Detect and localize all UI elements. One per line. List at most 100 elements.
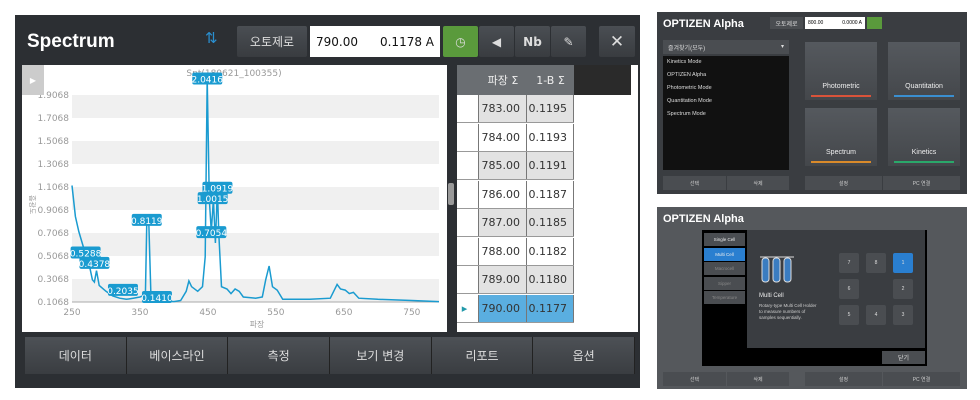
timer-button[interactable]: ◷ <box>443 26 478 57</box>
usb-icon: ⇅ <box>205 29 218 47</box>
spectrum-window: Spectrum ⇅ 오토제로 790.00 0.1178 A ◷ ◀ Nb ✎ … <box>15 15 640 388</box>
tile-label: Spectrum <box>826 149 856 156</box>
home-wavelength: 800.00 <box>808 20 824 26</box>
spectrum-chart[interactable]: ▶ 0.1068 0.3068 0.5068 0.7068 0.9068 1.1068 1.… <box>22 65 447 332</box>
page-title: Spectrum <box>27 31 115 52</box>
col-header-wavelength[interactable]: 파장 Σ <box>479 65 527 95</box>
absorbance-value: 0.1178 A <box>379 34 434 49</box>
autozero-button[interactable]: 오토제로 <box>237 26 307 57</box>
cell-position-button[interactable]: 3 <box>893 305 913 325</box>
tab-single-cell[interactable]: Single Cell <box>704 233 745 246</box>
cell-position-button[interactable]: 7 <box>839 253 859 273</box>
dialog-heading: Multi Cell <box>759 293 784 299</box>
sound-button[interactable]: ◀ <box>479 26 514 57</box>
memo-icon: Nb <box>523 34 542 49</box>
tile-label: Kinetics <box>911 149 937 156</box>
settings-button[interactable]: 설정 <box>805 176 882 190</box>
cell-wavelength: 784.00 <box>479 123 527 151</box>
x-tick-label: 450 <box>199 308 216 318</box>
y-tick-label: 1.3068 <box>38 160 70 170</box>
delete-button[interactable]: 삭제 <box>727 372 789 386</box>
list-item[interactable]: OPTIZEN Alpha <box>667 72 707 78</box>
cell-wavelength: 786.00 <box>479 180 527 208</box>
measure-button[interactable]: 측정 <box>228 337 331 374</box>
cell-position-button[interactable]: 5 <box>839 305 859 325</box>
y-tick-label: 1.5068 <box>38 137 70 147</box>
accessory-dialog: Single Cell Multi Cell Macrocell Sipper Temp… <box>702 230 927 366</box>
favorites-label: 즐겨찾기(모두) <box>668 46 706 52</box>
delete-button[interactable]: 삭제 <box>727 176 789 190</box>
table-row[interactable]: 784.00 0.1193 <box>457 123 574 152</box>
reading-display: 790.00 0.1178 A <box>310 26 440 57</box>
select-button[interactable]: 선택 <box>663 176 726 190</box>
y-tick-label: 0.9068 <box>38 206 70 216</box>
expand-toggle[interactable]: ▶ <box>22 65 44 95</box>
view-change-button[interactable]: 보기 변경 <box>330 337 432 374</box>
table-row[interactable]: 785.00 0.1191 <box>457 152 574 180</box>
edit-icon: ✎ <box>563 34 574 49</box>
tab-macrocell[interactable]: Macrocell <box>704 262 745 275</box>
cell-value: 0.1185 <box>527 209 574 236</box>
dialog-close-button[interactable]: 닫기 <box>882 351 925 364</box>
data-button[interactable]: 데이터 <box>25 337 127 374</box>
list-item[interactable]: Quantitation Mode <box>667 98 712 104</box>
list-item[interactable]: Kinetics Mode <box>667 59 702 65</box>
row-indicator <box>457 152 479 179</box>
select-button[interactable]: 선택 <box>663 372 726 386</box>
table-row[interactable]: 783.00 0.1195 <box>457 95 574 123</box>
cell-position-button[interactable]: 6 <box>839 279 859 299</box>
pc-connect-button[interactable]: PC 연결 <box>883 176 960 190</box>
data-label-box <box>197 192 228 205</box>
cell-wavelength: 789.00 <box>479 266 527 293</box>
pc-connect-button[interactable]: PC 연결 <box>883 372 960 386</box>
tile-spectrum[interactable]: Spectrum <box>805 108 877 166</box>
data-label-box <box>196 226 227 239</box>
cell-value: 0.1195 <box>527 95 574 122</box>
favorites-dropdown[interactable]: 즐겨찾기(모두) ▾ <box>663 40 789 54</box>
options-button[interactable]: 옵션 <box>533 337 636 374</box>
home-timer-button[interactable] <box>867 17 882 29</box>
row-indicator <box>457 95 479 122</box>
table-row[interactable]: 786.00 0.1187 <box>457 180 574 209</box>
mode-list: Kinetics Mode OPTIZEN Alpha Photometric … <box>663 56 789 170</box>
list-item[interactable]: Spectrum Mode <box>667 111 706 117</box>
data-label-box <box>192 72 223 85</box>
data-label: 0.7054 <box>196 229 228 239</box>
data-label-box <box>79 256 110 269</box>
y-tick-label: 1.1068 <box>38 183 70 193</box>
row-indicator <box>457 266 479 293</box>
splitter-handle[interactable] <box>448 183 454 205</box>
table-row[interactable]: 787.00 0.1185 <box>457 209 574 237</box>
cell-wavelength: 785.00 <box>479 152 527 179</box>
table-row[interactable]: ▸ 790.00 0.1177 <box>457 294 574 323</box>
cell-position-button[interactable]: 2 <box>893 279 913 299</box>
table-row[interactable]: 788.00 0.1182 <box>457 237 574 266</box>
tile-quantitation[interactable]: Quantitation <box>888 42 960 100</box>
report-button[interactable]: 리포트 <box>431 337 534 374</box>
home-panel: OPTIZEN Alpha 오토제로 800.00 0.0000 A 즐겨찾기(모… <box>657 12 967 194</box>
tab-temperature[interactable]: Temperature <box>704 291 745 304</box>
settings-button[interactable]: 설정 <box>805 372 882 386</box>
cell-position-button[interactable]: 4 <box>866 305 886 325</box>
tile-photometric[interactable]: Photometric <box>805 42 877 100</box>
tile-kinetics[interactable]: Kinetics <box>888 108 960 166</box>
cell-wavelength: 788.00 <box>479 237 527 265</box>
close-button[interactable]: ✕ <box>599 26 635 57</box>
tab-sipper[interactable]: Sipper <box>704 276 745 290</box>
table-row[interactable]: 789.00 0.1180 <box>457 266 574 294</box>
tab-multi-cell[interactable]: Multi Cell <box>704 247 745 261</box>
baseline-button[interactable]: 베이스라인 <box>126 337 229 374</box>
memo-button[interactable]: Nb <box>515 26 550 57</box>
data-table: 파장 Σ 1-B Σ 783.00 0.1195 784.00 0.1193 785.0… <box>457 65 638 332</box>
x-tick-label: 550 <box>267 308 284 318</box>
speaker-icon: ◀ <box>491 34 502 49</box>
list-item[interactable]: Photometric Mode <box>667 85 712 91</box>
col-header-value[interactable]: 1-B Σ <box>527 65 574 95</box>
home-autozero-button[interactable]: 오토제로 <box>770 17 803 29</box>
cell-position-button[interactable]: 1 <box>893 253 913 273</box>
close-icon: ✕ <box>609 31 625 52</box>
edit-button[interactable]: ✎ <box>551 26 586 57</box>
row-indicator: ▸ <box>457 294 479 322</box>
y-tick-label: 1.7068 <box>38 114 70 124</box>
cell-position-button[interactable]: 8 <box>866 253 886 273</box>
